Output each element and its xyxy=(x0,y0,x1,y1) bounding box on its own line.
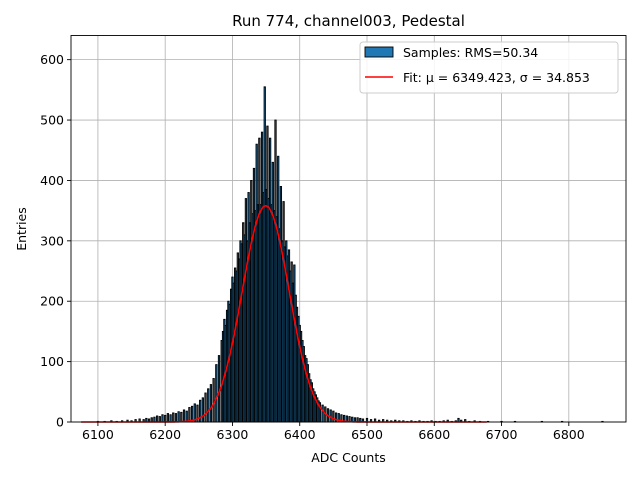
legend-samples-swatch xyxy=(364,46,394,58)
y-tick-label: 100 xyxy=(40,354,64,369)
y-axis-ticks: 0 100 200 300 400 500 600 xyxy=(40,52,71,430)
histogram-bar xyxy=(207,388,210,423)
histogram-bar xyxy=(158,416,161,423)
histogram-bar xyxy=(169,414,172,423)
y-tick-label: 200 xyxy=(40,294,64,309)
y-tick-label: 0 xyxy=(56,415,64,430)
x-tick-label: 6600 xyxy=(418,427,450,442)
histogram-bar xyxy=(204,392,207,423)
histogram-bar xyxy=(329,409,332,423)
histogram-bar xyxy=(174,413,178,423)
histogram-bar xyxy=(215,364,218,423)
y-tick-label: 500 xyxy=(40,113,64,128)
histogram-bar xyxy=(182,409,186,423)
histogram-bar xyxy=(332,410,335,423)
legend-fit-label: Fit: μ = 6349.423, σ = 34.853 xyxy=(403,70,590,85)
histogram-bar xyxy=(172,412,175,423)
histogram-bar xyxy=(185,410,188,423)
x-tick-label: 6800 xyxy=(553,427,585,442)
histogram-bar xyxy=(334,412,338,423)
y-tick-label: 600 xyxy=(40,52,64,67)
histogram-bar xyxy=(164,414,167,423)
x-axis-ticks: 6100 6200 6300 6400 6500 6600 6700 6800 xyxy=(82,422,585,442)
y-tick-label: 400 xyxy=(40,173,64,188)
x-tick-label: 6100 xyxy=(82,427,114,442)
histogram-bar xyxy=(209,384,213,423)
histogram-bar xyxy=(321,404,324,423)
y-tick-label: 300 xyxy=(40,233,64,248)
x-tick-label: 6700 xyxy=(486,427,518,442)
legend-samples-label: Samples: RMS=50.34 xyxy=(403,45,538,60)
x-tick-label: 6400 xyxy=(284,427,316,442)
histogram-bar xyxy=(155,415,159,423)
x-tick-label: 6200 xyxy=(149,427,181,442)
chart-title: Run 774, channel003, Pedestal xyxy=(232,12,465,30)
plot-frame xyxy=(70,35,627,423)
y-axis-title: Entries xyxy=(14,207,29,251)
histogram-bar xyxy=(201,397,204,423)
histogram-bar xyxy=(188,407,191,423)
histogram-bar xyxy=(212,378,215,423)
x-axis-title: ADC Counts xyxy=(311,450,386,465)
histogram-bar xyxy=(161,414,164,423)
x-tick-label: 6300 xyxy=(217,427,249,442)
legend: Samples: RMS=50.34 Fit: μ = 6349.423, σ … xyxy=(359,41,619,94)
histogram-bar xyxy=(180,411,183,423)
legend-box xyxy=(359,41,619,94)
histogram-bar xyxy=(166,413,169,423)
histogram-bar xyxy=(177,411,180,423)
x-tick-label: 6500 xyxy=(351,427,383,442)
